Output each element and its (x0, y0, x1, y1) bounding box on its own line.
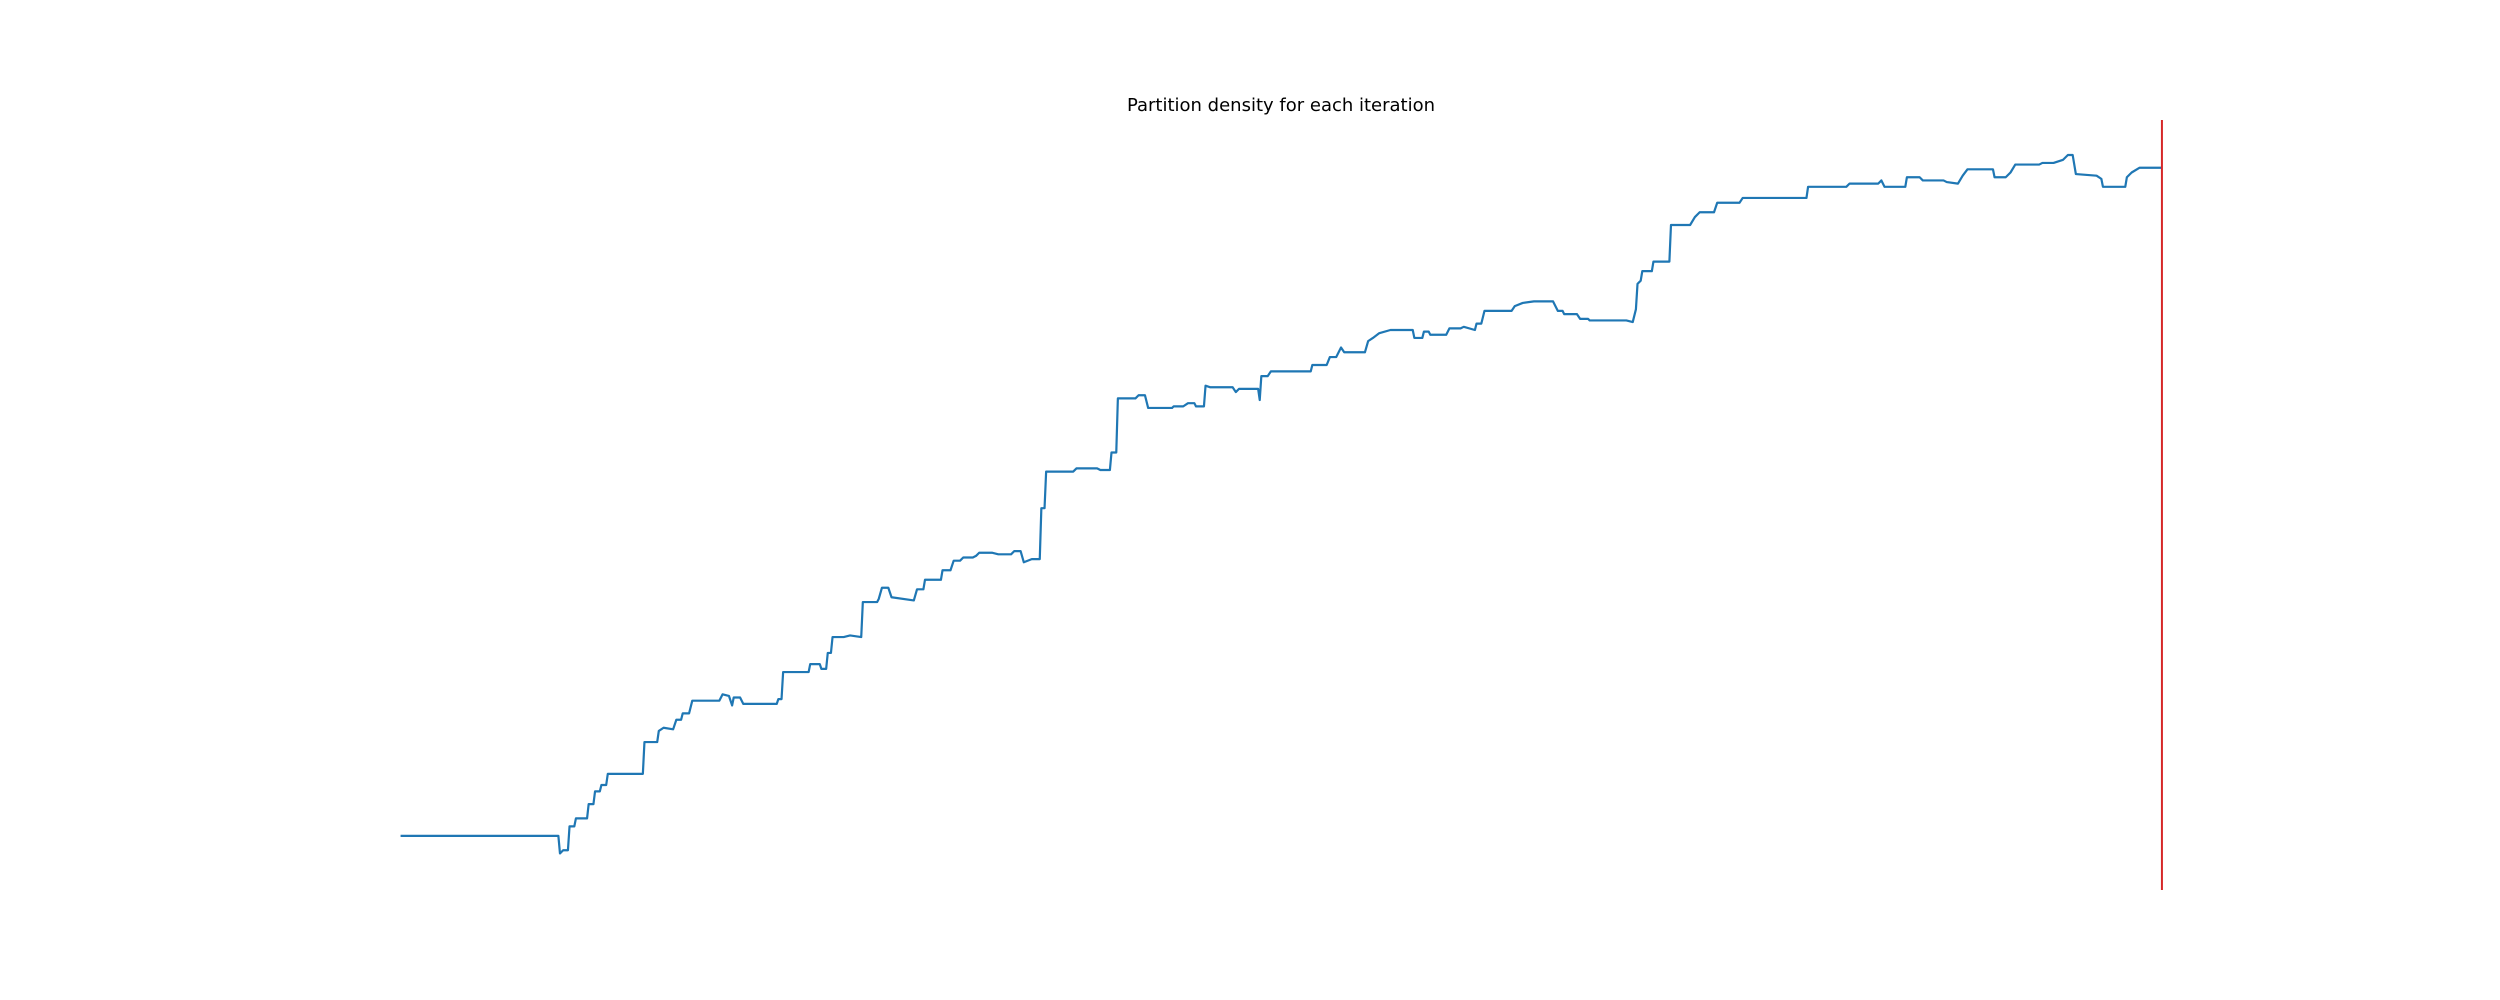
data-line (400, 153, 2162, 855)
chart-title: Partition density for each iteration (1127, 95, 1435, 116)
